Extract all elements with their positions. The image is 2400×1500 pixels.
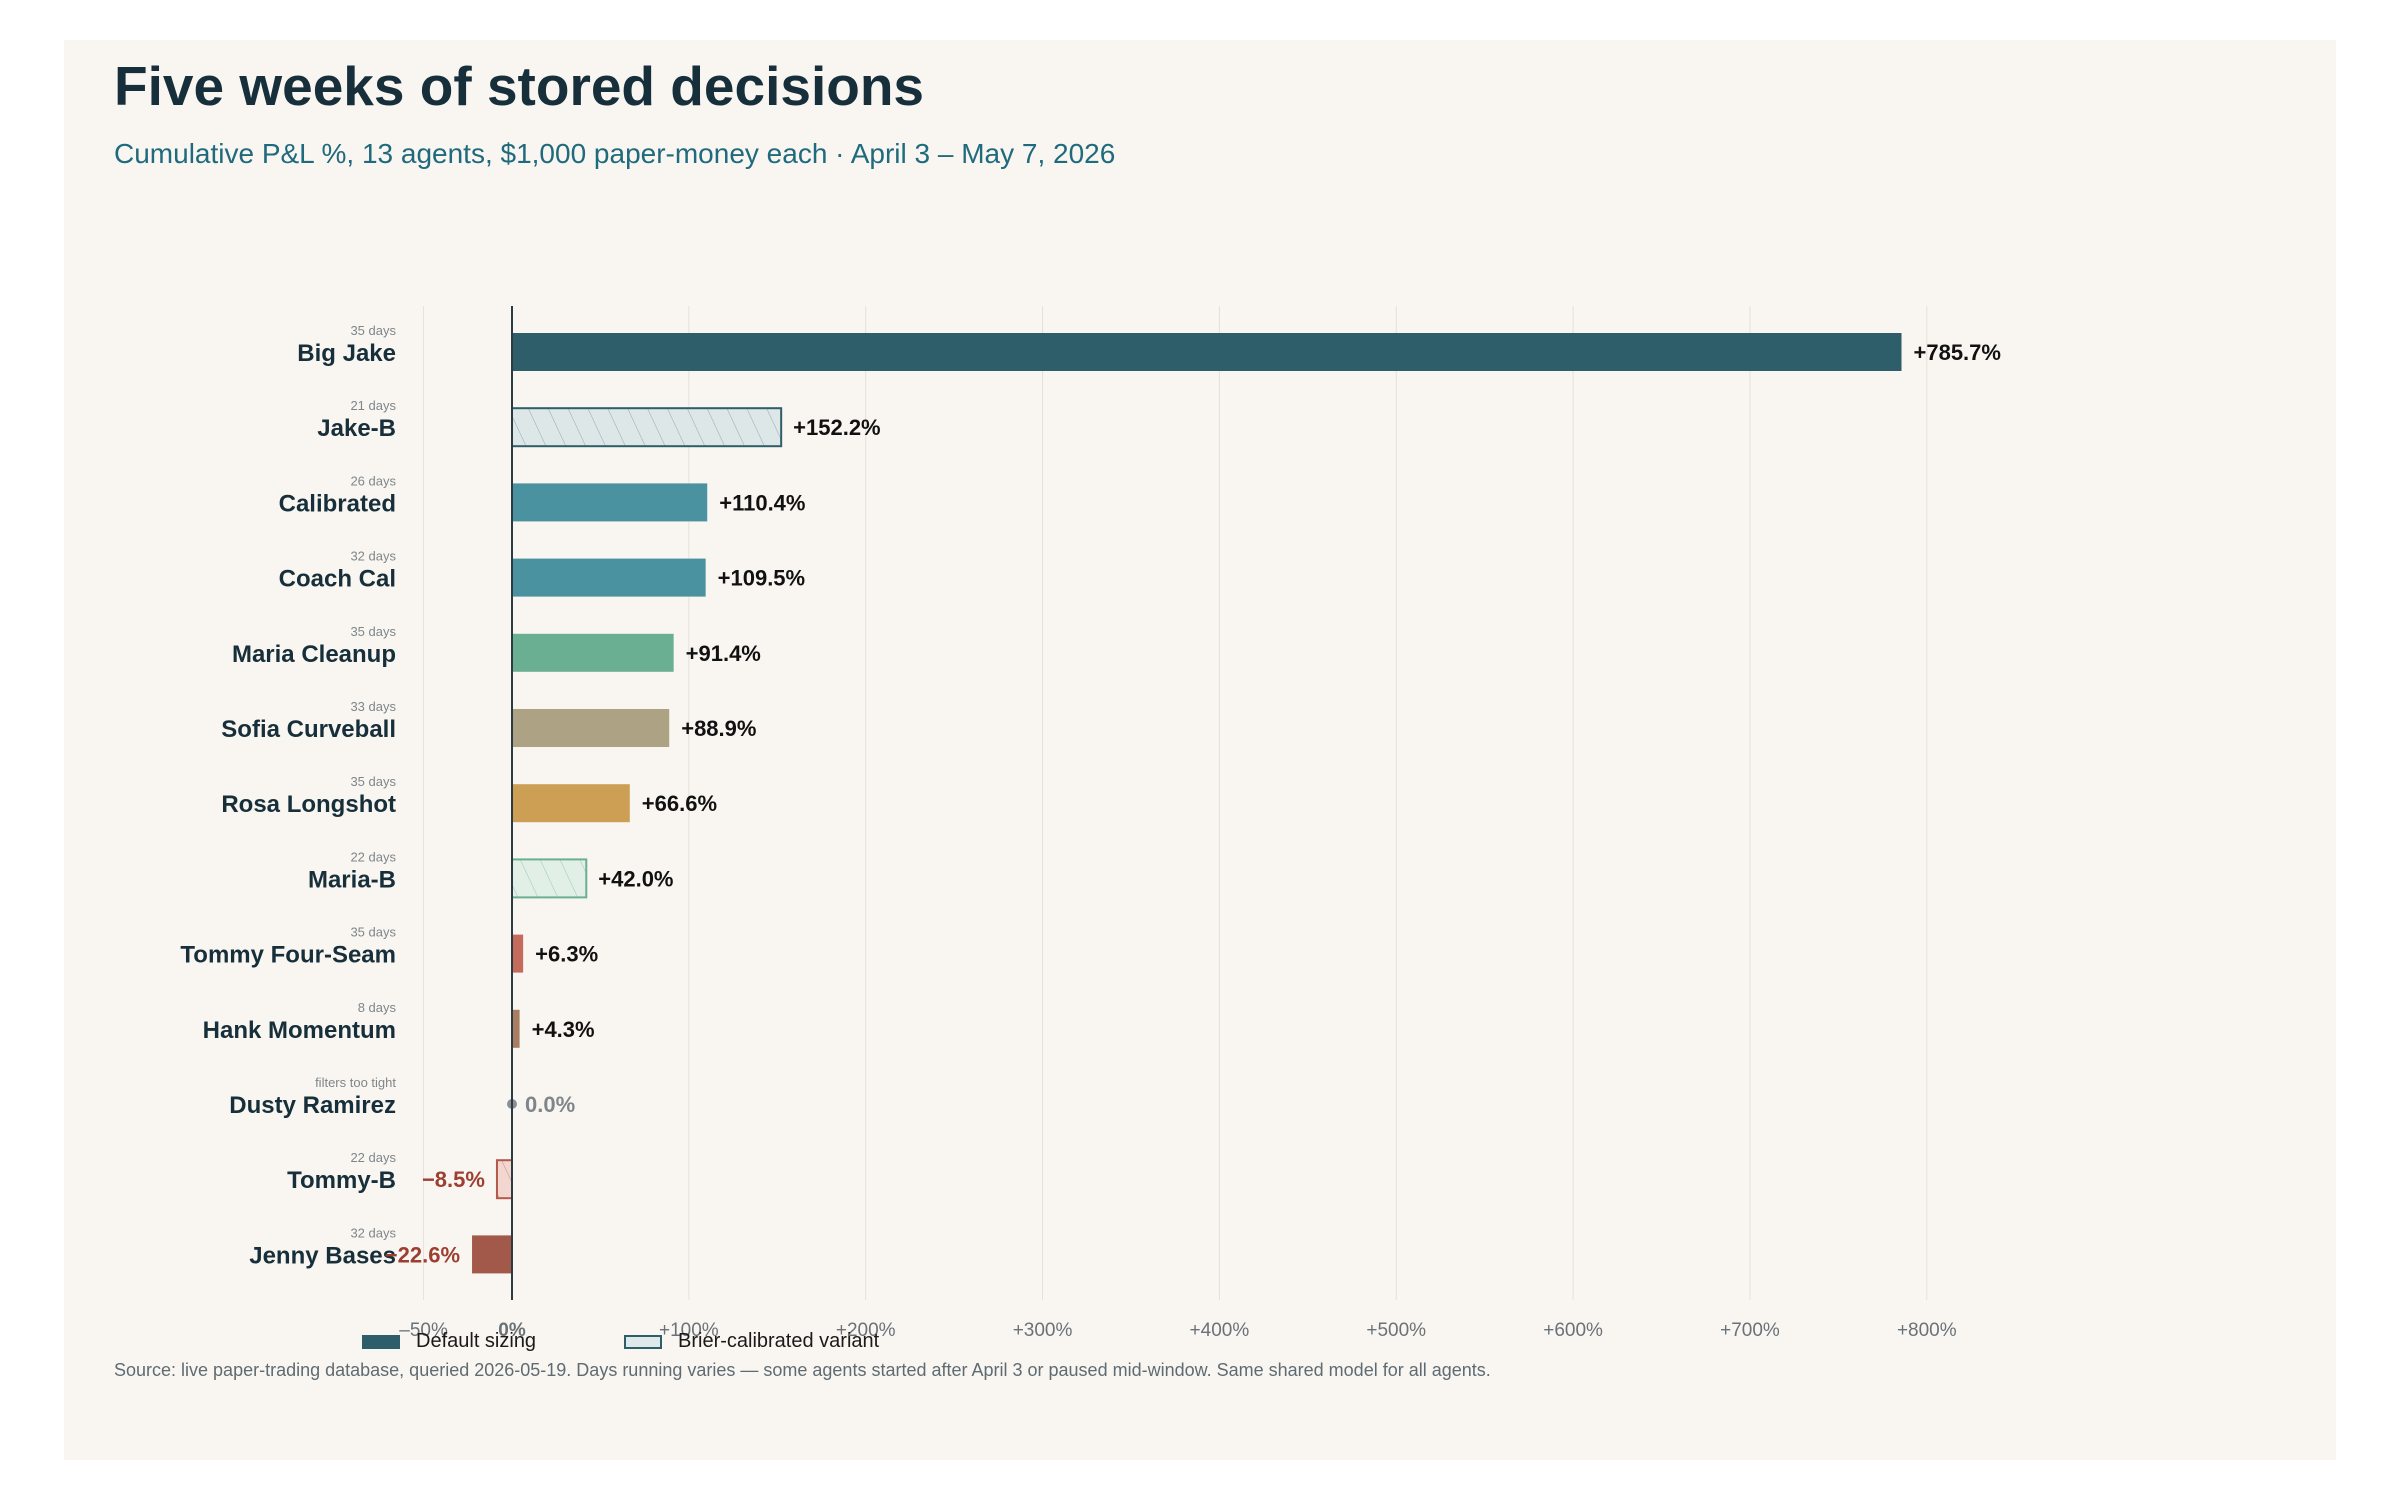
legend-item-default-sizing: Default sizing: [362, 1330, 536, 1353]
bar-hatched: [511, 858, 588, 899]
agent-name-label: Jenny Bases: [249, 1242, 396, 1269]
bar: [512, 483, 708, 522]
agent-name-label: Dusty Ramirez: [229, 1092, 396, 1119]
days-running-label: 33 days: [350, 699, 396, 714]
days-running-label: 26 days: [350, 473, 396, 488]
chart-subtitle: Cumulative P&L %, 13 agents, $1,000 pape…: [114, 138, 1116, 169]
bar: [512, 784, 630, 823]
chart-title: Five weeks of stored decisions: [114, 55, 925, 117]
source-note: Source: live paper-trading database, que…: [114, 1360, 1491, 1380]
value-label: +42.0%: [598, 866, 673, 891]
legend-swatch-solid: [362, 1334, 400, 1349]
x-tick-label: +600%: [1543, 1320, 1603, 1341]
bar: [512, 1009, 520, 1048]
days-running-label: 22 days: [350, 849, 396, 864]
days-running-label: 35 days: [350, 774, 396, 789]
bars: 35 days Big Jake +785.7% 21 days Jake-B +152.…: [180, 323, 2001, 1274]
value-label: +109.5%: [718, 566, 805, 591]
days-running-label: filters too tight: [315, 1075, 396, 1090]
value-label: +785.7%: [1914, 340, 2001, 365]
value-label: −8.5%: [422, 1167, 485, 1192]
x-tick-label: +500%: [1366, 1320, 1426, 1341]
x-tick-label: +400%: [1190, 1320, 1250, 1341]
bar: [472, 1235, 512, 1274]
chart-card: [64, 40, 2336, 1460]
agent-name-label: Maria-B: [308, 866, 396, 893]
days-running-label: 35 days: [350, 624, 396, 639]
agent-name-label: Coach Cal: [279, 566, 396, 593]
x-tick-label: 0%: [498, 1320, 526, 1341]
days-running-label: 32 days: [350, 1225, 396, 1240]
value-label: +152.2%: [793, 415, 880, 440]
x-tick-label: +800%: [1897, 1320, 1957, 1341]
x-axis: –50% 0% +100% +200% +300% +400% +500% +600% +700…: [399, 306, 1957, 1341]
agent-name-label: Maria Cleanup: [232, 641, 396, 668]
value-label: +4.3%: [532, 1017, 595, 1042]
days-running-label: 22 days: [350, 1150, 396, 1165]
agent-name-label: Hank Momentum: [203, 1017, 396, 1044]
legend-item-brier-variant: Brier-calibrated variant: [624, 1330, 879, 1353]
bar-hatched: [495, 1159, 513, 1200]
agent-name-label: Sofia Curveball: [221, 716, 396, 743]
legend-swatch-hatched: [624, 1334, 662, 1349]
bar: [512, 709, 670, 747]
value-label: +88.9%: [681, 716, 756, 741]
value-label: +66.6%: [642, 791, 717, 816]
bar: [512, 934, 524, 973]
legend-label: Brier-calibrated variant: [678, 1330, 880, 1352]
bar-hatched: [511, 407, 783, 448]
days-running-label: 21 days: [350, 398, 396, 413]
agent-name-label: Big Jake: [297, 340, 396, 367]
gridlines: [423, 306, 1928, 1300]
value-label: +6.3%: [535, 942, 598, 967]
value-label: 0.0%: [525, 1092, 575, 1117]
value-label: −22.6%: [385, 1242, 460, 1267]
legend-label: Default sizing: [416, 1330, 537, 1352]
agent-name-label: Calibrated: [279, 490, 396, 517]
x-tick-label: +700%: [1720, 1320, 1780, 1341]
agent-name-label: Rosa Longshot: [221, 791, 396, 818]
days-running-label: 8 days: [358, 1000, 397, 1015]
agent-name-label: Tommy Four-Seam: [180, 942, 396, 969]
days-running-label: 35 days: [350, 925, 396, 940]
x-tick-label: –50%: [399, 1320, 448, 1341]
value-label: +110.4%: [719, 490, 805, 515]
days-running-label: 32 days: [350, 549, 396, 564]
bar: [512, 633, 674, 672]
bar: [512, 558, 706, 597]
days-running-label: 35 days: [350, 323, 396, 338]
x-tick-label: +200%: [836, 1320, 896, 1341]
agent-name-label: Jake-B: [317, 415, 396, 442]
x-tick-label: +100%: [659, 1320, 719, 1341]
value-label: +91.4%: [686, 641, 761, 666]
x-tick-label: +300%: [1013, 1320, 1073, 1341]
bar: [512, 333, 1902, 371]
agent-name-label: Tommy-B: [287, 1167, 396, 1194]
